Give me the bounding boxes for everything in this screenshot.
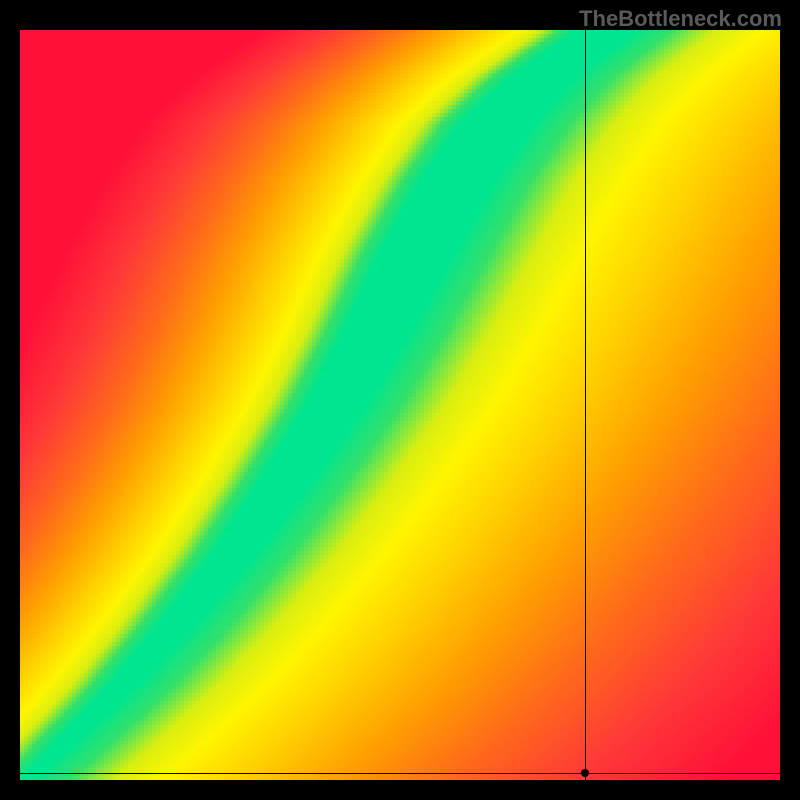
crosshair-horizontal bbox=[20, 773, 780, 774]
heatmap-canvas bbox=[20, 30, 780, 780]
watermark-text: TheBottleneck.com bbox=[579, 6, 782, 32]
crosshair-marker bbox=[581, 769, 589, 777]
crosshair-vertical bbox=[585, 30, 586, 780]
bottleneck-heatmap bbox=[20, 30, 780, 780]
